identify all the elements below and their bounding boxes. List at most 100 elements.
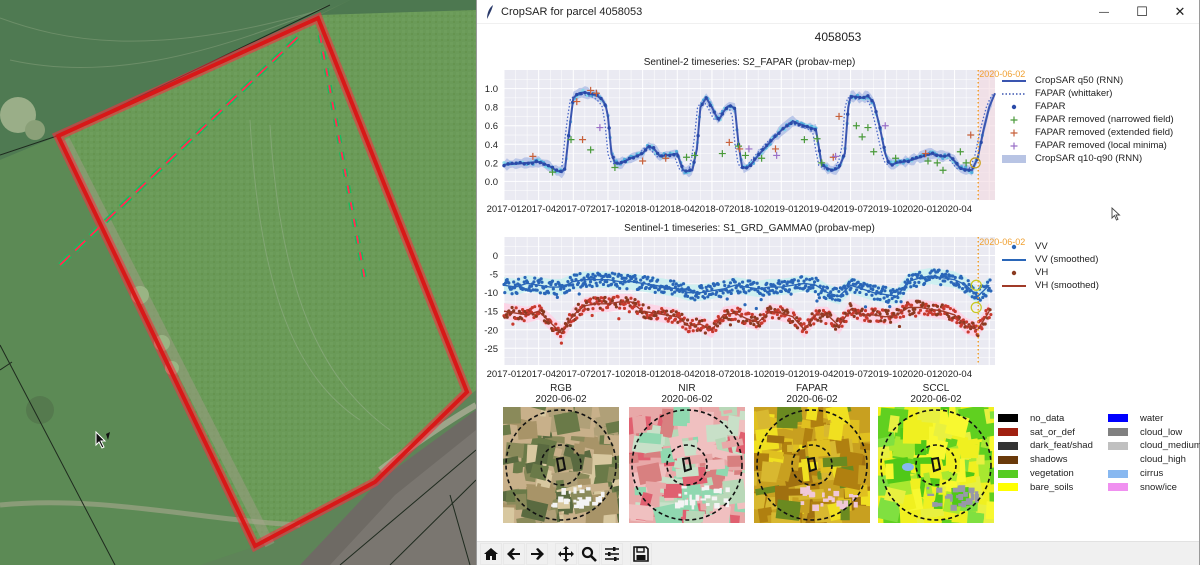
svg-text:-25: -25 [484,344,498,355]
thumbnail-sccl[interactable]: SCCL 2020-06-02 [878,383,994,523]
sccl-legend-entry: dark_feat/shad [998,440,1108,453]
sccl-legend: no_data water sat_or_def cloud_low dark_feat… [998,412,1200,494]
legend-label: CropSAR q50 (RNN) [1035,75,1124,86]
thumbnail-label: NIR [678,383,696,394]
sccl-legend-label: cloud_medium [1140,440,1200,452]
mouse-cursor-icon [1111,206,1121,226]
minimize-button[interactable]: — [1085,0,1123,24]
class-color-swatch-icon [1108,414,1128,423]
close-button[interactable]: ✕ [1161,0,1199,24]
figure-title: 4058053 [814,30,862,44]
svg-text:2019-04: 2019-04 [798,369,833,380]
svg-text:1.0: 1.0 [485,84,498,95]
sccl-legend-entry: cloud_low [1108,426,1200,439]
svg-text:-5: -5 [490,270,498,281]
thumbnail-date: 2020-06-02 [786,394,838,405]
aerial-map-view[interactable] [0,0,476,565]
class-color-swatch-icon [1108,469,1128,478]
legend-swatch-icon [1001,76,1027,86]
arrow-left-icon [507,547,520,560]
svg-text:2018-10: 2018-10 [729,204,764,215]
svg-text:-10: -10 [484,288,498,299]
svg-text:-20: -20 [484,325,498,336]
legend-label: FAPAR (whittaker) [1035,88,1113,99]
legend-entry: CropSAR q50 (RNN) [1001,74,1174,87]
thumbnail-rgb[interactable]: RGB 2020-06-02 [503,383,619,523]
save-button[interactable] [630,542,652,565]
configure-subplots-button[interactable] [601,542,623,565]
class-color-swatch-icon [998,428,1018,437]
forward-button[interactable] [526,542,548,565]
svg-text:0.8: 0.8 [485,103,498,114]
thumbnail-date: 2020-06-02 [910,394,962,405]
class-color-swatch-icon [1108,483,1128,492]
thumbnail-date: 2020-06-02 [535,394,587,405]
app-feather-icon [483,4,497,20]
legend-label: VV (smoothed) [1035,254,1099,265]
legend-entry: VH (smoothed) [1001,279,1099,292]
class-color-swatch-icon [1108,455,1128,464]
thumbnail-fapar[interactable]: FAPAR 2020-06-02 [754,383,870,523]
back-button[interactable] [503,542,525,565]
legend-label: FAPAR [1035,101,1066,112]
legend-entry: CropSAR q10-q90 (RNN) [1001,152,1174,165]
pan-button[interactable] [555,542,577,565]
legend-swatch-icon [1001,268,1027,278]
class-color-swatch-icon [998,414,1018,423]
arrow-right-icon [531,547,544,560]
legend-entry: FAPAR removed (local minima) [1001,139,1174,152]
home-button[interactable] [480,542,502,565]
svg-text:2019-07: 2019-07 [833,369,868,380]
sccl-legend-entry: water [1108,412,1200,425]
maximize-button[interactable]: ☐ [1123,0,1161,24]
svg-text:2020-01: 2020-01 [902,369,937,380]
navigation-toolbar [477,541,1199,565]
sccl-legend-label: dark_feat/shad [1030,440,1093,452]
window-title: CropSAR for parcel 4058053 [501,5,643,18]
sccl-legend-entry: vegetation [998,467,1108,480]
svg-text:2019-04: 2019-04 [798,204,833,215]
legend-label: VH (smoothed) [1035,280,1099,291]
nir-image [629,407,745,523]
floppy-disk-icon [633,545,649,562]
thumbnail-label: SCCL [922,383,950,394]
legend-swatch-icon [1001,128,1027,138]
legend-entry: VV (smoothed) [1001,253,1099,266]
svg-text:2017-04: 2017-04 [521,369,556,380]
mouse-cursor-icon [95,430,110,449]
svg-text:2017-04: 2017-04 [521,204,556,215]
svg-text:2020-04: 2020-04 [937,369,972,380]
legend-swatch-icon [1001,115,1027,125]
rgb-image [503,407,619,523]
plot-area [502,70,996,200]
legend-label: VV [1035,241,1048,252]
window-titlebar[interactable]: CropSAR for parcel 4058053 — ☐ ✕ [477,0,1199,24]
sccl-legend-label: cloud_high [1140,454,1186,466]
zoom-button[interactable] [578,542,600,565]
legend-entry: FAPAR (whittaker) [1001,87,1174,100]
svg-text:2020-01: 2020-01 [902,204,937,215]
svg-text:2020-06-02: 2020-06-02 [979,69,1025,79]
svg-text:2017-07: 2017-07 [556,204,591,215]
svg-text:2018-04: 2018-04 [660,369,695,380]
thumbnail-nir[interactable]: NIR 2020-06-02 [629,383,745,523]
legend-entry: FAPAR removed (narrowed field) [1001,113,1174,126]
legend-swatch-icon [1001,89,1027,99]
move-arrows-icon [558,545,574,562]
class-color-swatch-icon [1108,428,1128,437]
sccl-legend-label: water [1140,412,1164,424]
svg-text:2020-06-02: 2020-06-02 [979,237,1025,247]
sccl-legend-label: cloud_low [1140,426,1183,438]
svg-text:-15: -15 [484,307,498,318]
thumbnail-date: 2020-06-02 [661,394,713,405]
legend-label: VH [1035,267,1049,278]
svg-text:2018-04: 2018-04 [660,204,695,215]
legend-label: CropSAR q10-q90 (RNN) [1035,153,1143,164]
legend-swatch-icon [1001,102,1027,112]
legend-entry: FAPAR removed (extended field) [1001,126,1174,139]
sccl-legend-label: snow/ice [1140,481,1177,493]
svg-text:2017-01: 2017-01 [487,204,522,215]
